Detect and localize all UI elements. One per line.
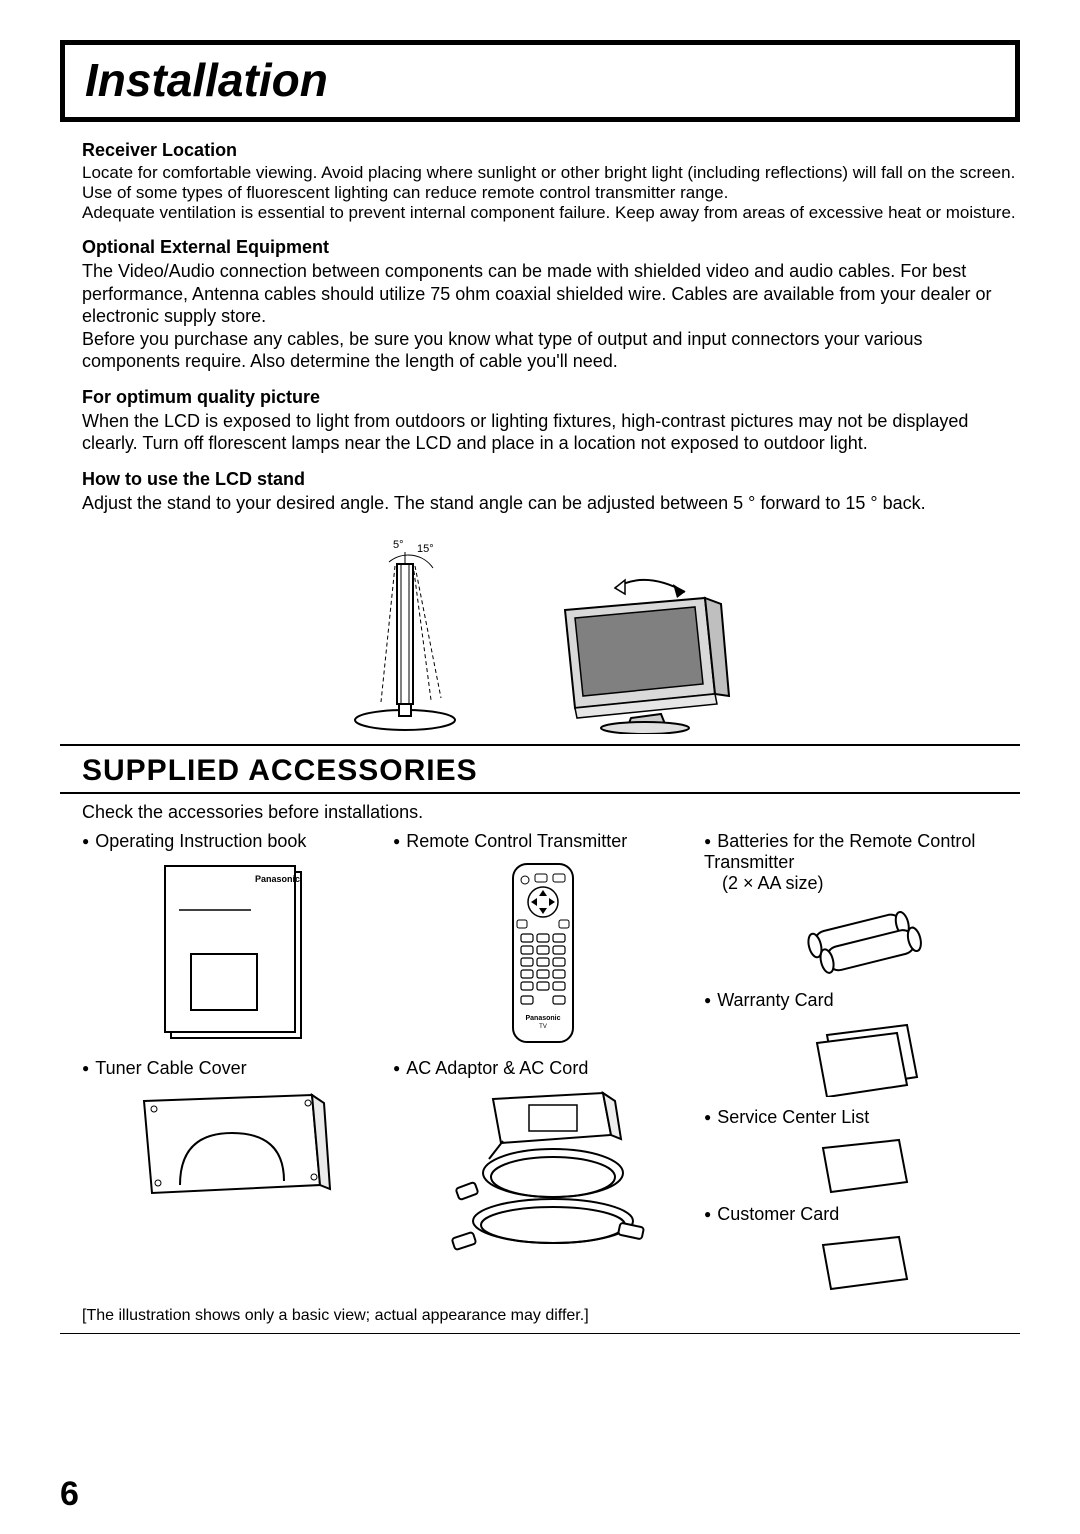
acc-instruction-book-label: Operating Instruction book	[82, 831, 383, 852]
section-receiver-location: Receiver Location Locate for comfortable…	[82, 140, 1020, 223]
acc-instruction-book: Operating Instruction book Panasonic	[82, 831, 383, 1048]
manual-brand-label: Panasonic	[255, 874, 300, 884]
body-external-equipment: The Video/Audio connection between compo…	[82, 260, 1020, 373]
warranty-card-icon	[704, 1017, 1020, 1097]
accessories-col-3: Batteries for the Remote Control Transmi…	[704, 831, 1020, 1301]
section-external-equipment: Optional External Equipment The Video/Au…	[82, 237, 1020, 373]
section-lcd-stand: How to use the LCD stand Adjust the stan…	[82, 469, 1020, 515]
illustration-footnote: [The illustration shows only a basic vie…	[82, 1307, 1020, 1325]
body-receiver-location: Locate for comfortable viewing. Avoid pl…	[82, 163, 1020, 223]
acc-batteries: Batteries for the Remote Control Transmi…	[704, 831, 1020, 980]
page-title: Installation	[85, 53, 995, 107]
acc-batteries-sub: (2 × AA size)	[722, 873, 1020, 894]
acc-ac-adaptor: AC Adaptor & AC Cord	[393, 1058, 694, 1255]
supplied-intro: Check the accessories before installatio…	[82, 802, 1020, 823]
ac-adaptor-icon	[393, 1085, 694, 1255]
body-optimum-picture: When the LCD is exposed to light from ou…	[82, 410, 1020, 455]
acc-customer-card: Customer Card	[704, 1204, 1020, 1291]
page-title-box: Installation	[60, 40, 1020, 122]
remote-sub-label: TV	[540, 1024, 548, 1030]
acc-service-list: Service Center List	[704, 1107, 1020, 1194]
angle-back-label: 15°	[417, 543, 434, 555]
page-number: 6	[60, 1475, 79, 1514]
figure-monitor	[545, 574, 735, 734]
body-lcd-stand: Adjust the stand to your desired angle. …	[82, 492, 1020, 515]
acc-customer-card-label: Customer Card	[704, 1204, 1020, 1225]
supplied-accessories-heading: SUPPLIED ACCESSORIES	[82, 754, 1020, 788]
divider-bottom	[60, 1333, 1020, 1334]
customer-card-icon	[704, 1231, 1020, 1291]
acc-batteries-label: Batteries for the Remote Control Transmi…	[704, 831, 1020, 873]
acc-warranty: Warranty Card	[704, 990, 1020, 1097]
angle-forward-label: 5°	[393, 539, 404, 551]
acc-tuner-cover: Tuner Cable Cover	[82, 1058, 383, 1205]
stand-figures: 5° 15°	[60, 534, 1020, 734]
section-optimum-picture: For optimum quality picture When the LCD…	[82, 387, 1020, 455]
acc-ac-adaptor-label: AC Adaptor & AC Cord	[393, 1058, 694, 1079]
accessories-col-1: Operating Instruction book Panasonic Tun…	[82, 831, 383, 1301]
divider-top	[60, 744, 1020, 746]
heading-external-equipment: Optional External Equipment	[82, 237, 1020, 258]
accessories-col-2: Remote Control Transmitter	[393, 831, 694, 1301]
figure-stand-angle: 5° 15°	[345, 534, 485, 734]
acc-tuner-cover-label: Tuner Cable Cover	[82, 1058, 383, 1079]
remote-brand-label: Panasonic	[526, 1015, 561, 1022]
acc-service-list-label: Service Center List	[704, 1107, 1020, 1128]
batteries-icon	[704, 900, 1020, 980]
service-list-icon	[704, 1134, 1020, 1194]
tuner-cover-icon	[82, 1085, 383, 1205]
acc-remote-label: Remote Control Transmitter	[393, 831, 694, 852]
divider-under-heading	[60, 792, 1020, 794]
instruction-book-icon: Panasonic	[82, 858, 383, 1048]
acc-remote: Remote Control Transmitter	[393, 831, 694, 1048]
remote-icon: Panasonic TV	[393, 858, 694, 1048]
heading-receiver-location: Receiver Location	[82, 140, 1020, 161]
accessories-grid: Operating Instruction book Panasonic Tun…	[82, 831, 1020, 1301]
heading-lcd-stand: How to use the LCD stand	[82, 469, 1020, 490]
heading-optimum-picture: For optimum quality picture	[82, 387, 1020, 408]
acc-warranty-label: Warranty Card	[704, 990, 1020, 1011]
